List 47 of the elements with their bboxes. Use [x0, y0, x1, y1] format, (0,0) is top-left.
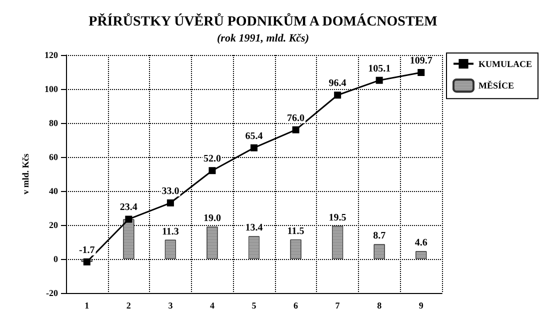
data-label: 23.4: [120, 202, 138, 214]
point: [334, 92, 342, 99]
data-label: 4.6: [414, 238, 428, 249]
data-label: 76.0: [287, 112, 305, 124]
point: [376, 76, 383, 84]
x-tick-label: 2: [126, 300, 132, 310]
point: [292, 126, 300, 134]
y-tick-label: 100: [44, 84, 58, 94]
x-tick-label: 9: [418, 300, 424, 310]
data-label: 109.7: [410, 56, 432, 67]
point: [250, 144, 258, 152]
y-axis-title: v mld. Kčs: [20, 153, 30, 194]
data-label: 65.4: [245, 130, 263, 142]
data-label: -1.7: [78, 244, 95, 256]
data-label: 11.3: [162, 226, 179, 238]
chart-subtitle: (rok 1991, mld. Kčs): [217, 32, 309, 44]
y-tick-label: 60: [49, 152, 58, 162]
x-tick-label: 8: [377, 300, 382, 310]
x-tick-label: 1: [84, 300, 90, 310]
legend-label: MĚSÍCE: [478, 80, 514, 91]
data-label: 52.0: [203, 154, 221, 165]
data-label: 19.5: [328, 212, 346, 224]
data-label: 105.1: [368, 63, 391, 74]
y-tick-label: 40: [49, 186, 58, 196]
x-tick-label: 7: [335, 300, 340, 310]
y-tick-label: 120: [44, 50, 58, 60]
y-tick-label: 80: [49, 118, 58, 128]
data-label: 96.4: [328, 78, 346, 90]
y-tick-label: -20: [46, 288, 58, 298]
x-tick-label: 5: [252, 300, 257, 310]
data-label: 33.0: [162, 186, 180, 197]
y-tick-label: 20: [49, 220, 58, 230]
x-tick-label: 3: [168, 300, 174, 310]
point: [208, 167, 216, 174]
chart-title: PŘÍRŮSTKY ÚVĚRŮ PODNIKŮM A DOMÁCNOSTEM: [88, 12, 438, 30]
y-tick-label: 0: [54, 254, 58, 264]
point: [125, 216, 132, 223]
x-tick-label: 4: [210, 300, 215, 310]
data-label: 13.4: [245, 222, 263, 234]
legend-label: KUMULACE: [478, 58, 532, 69]
point: [83, 258, 90, 266]
point: [166, 199, 174, 206]
point: [418, 69, 425, 76]
data-label: 19.0: [203, 213, 221, 224]
data-label: 8.7: [373, 230, 386, 242]
data-label: 11.5: [287, 226, 304, 237]
x-tick-label: 6: [294, 300, 299, 310]
